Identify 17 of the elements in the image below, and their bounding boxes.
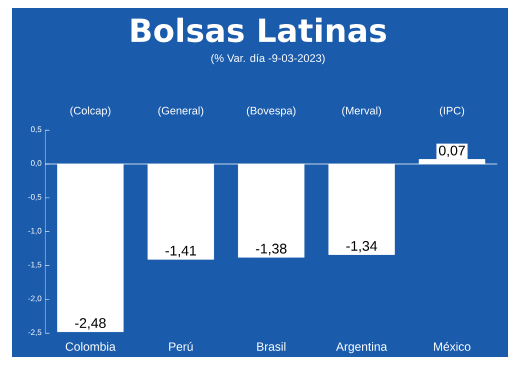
x-tick-label: México [434, 342, 470, 351]
data-label: -2,48 [75, 318, 106, 330]
text: (Merval) [342, 106, 382, 117]
data-label: -1,34 [346, 240, 378, 253]
text: (IPC) [440, 106, 464, 117]
data-label: -1,38 [256, 244, 286, 256]
text: (Colcap) [70, 106, 110, 117]
data-label: -1,41 [166, 246, 196, 258]
text: (Bovespa) [246, 106, 296, 117]
x-tick-label: Brasil [257, 342, 286, 351]
x-tick-label: Colombia [66, 342, 116, 351]
chart-subtitle: (% Var. día -9-03-2023) [211, 54, 325, 64]
chart-title: Bolsas Latinas [131, 18, 386, 42]
x-tick-label: Argentina [336, 342, 388, 354]
text: (General) [158, 106, 204, 117]
x-tick-label: Perú [169, 342, 193, 351]
data-label: 0,07 [438, 146, 465, 158]
